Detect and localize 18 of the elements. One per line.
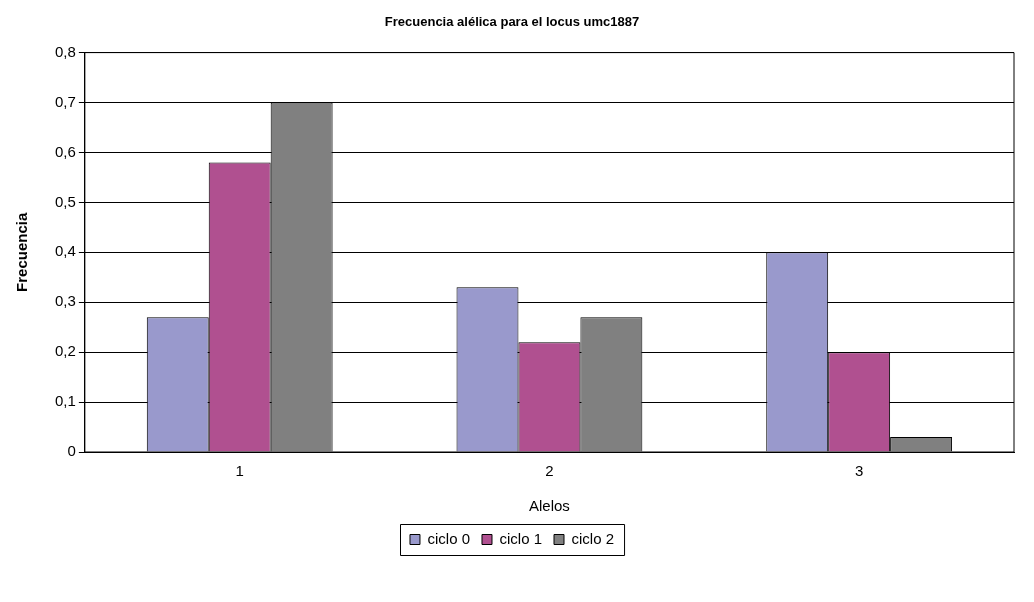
legend-label: ciclo 0 (427, 529, 471, 547)
y-tick-label: 0,1 (54, 392, 76, 410)
y-tick-label: 0 (67, 442, 76, 460)
x-axis-title: Alelos (529, 497, 570, 515)
x-tick-label: 1 (235, 462, 244, 480)
y-tick-label: 0,8 (54, 42, 76, 60)
x-tick-label: 2 (545, 462, 554, 480)
y-tick-label: 0,5 (54, 192, 76, 210)
y-tick-label: 0,6 (54, 142, 76, 160)
y-tick-label: 0,4 (54, 242, 76, 260)
chart-title: Frecuencia alélica para el locus umc1887 (384, 14, 640, 30)
legend-label: ciclo 2 (571, 529, 615, 547)
y-tick-label: 0,2 (54, 342, 76, 360)
y-tick-label: 0,3 (54, 292, 76, 310)
legend-label: ciclo 1 (499, 529, 543, 547)
y-axis-title: Frecuencia (13, 212, 31, 292)
x-tick-label: 3 (854, 462, 864, 480)
y-tick-label: 0,7 (54, 92, 76, 110)
